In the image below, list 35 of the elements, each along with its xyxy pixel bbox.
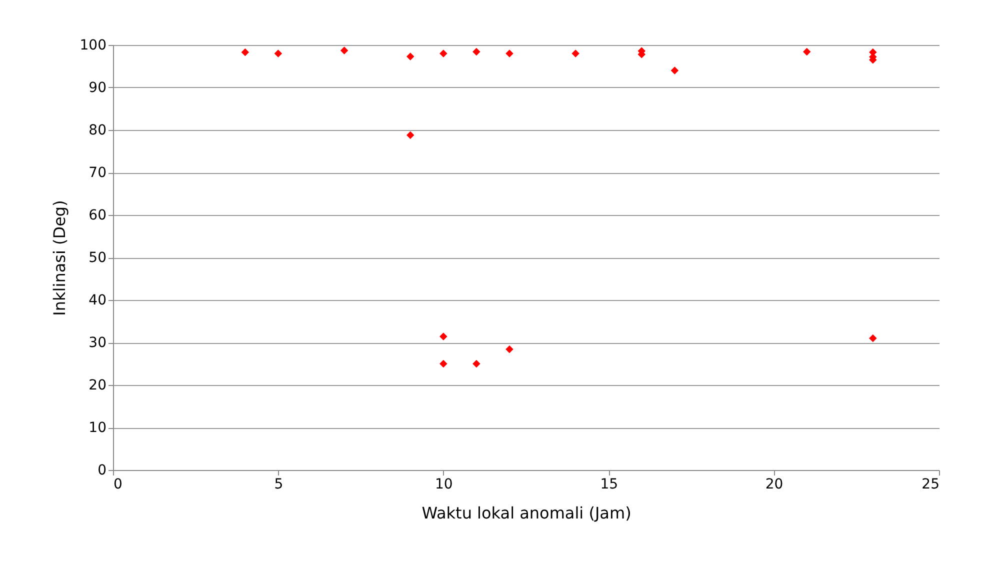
x-axis-title: Waktu lokal anomali (Jam) xyxy=(422,504,632,522)
y-axis-title: Inklinasi (Deg) xyxy=(50,200,69,316)
y-tick-label: 100 xyxy=(80,38,106,54)
y-tick-label: 60 xyxy=(88,208,106,224)
point xyxy=(472,360,480,368)
y-tick-label: 70 xyxy=(88,165,106,181)
point xyxy=(802,48,811,56)
point xyxy=(440,360,448,368)
point xyxy=(506,345,514,354)
point xyxy=(406,52,414,60)
y-tick-label: 90 xyxy=(88,80,106,96)
x-tick-label: 0 xyxy=(114,476,122,492)
point xyxy=(440,332,448,340)
y-tick-label: 40 xyxy=(88,292,106,308)
point xyxy=(406,131,414,139)
point xyxy=(572,50,580,58)
point xyxy=(670,66,679,74)
x-tick-label: 20 xyxy=(765,476,784,492)
point xyxy=(440,50,448,58)
y-tick-label: 0 xyxy=(98,462,106,478)
point xyxy=(472,48,480,56)
x-tick-label: 10 xyxy=(434,476,453,492)
x-tick-label: 5 xyxy=(274,476,284,492)
x-tick-label: 15 xyxy=(600,476,618,492)
point xyxy=(340,46,348,54)
y-tick-label: 80 xyxy=(88,122,106,138)
y-tick-label: 10 xyxy=(88,420,106,436)
y-tick-label: 20 xyxy=(88,378,106,394)
y-tick-label: 50 xyxy=(88,250,106,266)
point xyxy=(506,50,514,58)
point xyxy=(241,48,250,56)
y-tick-label: 30 xyxy=(88,335,106,351)
point xyxy=(869,334,877,342)
point xyxy=(274,50,282,58)
x-tick-label: 25 xyxy=(922,476,940,492)
